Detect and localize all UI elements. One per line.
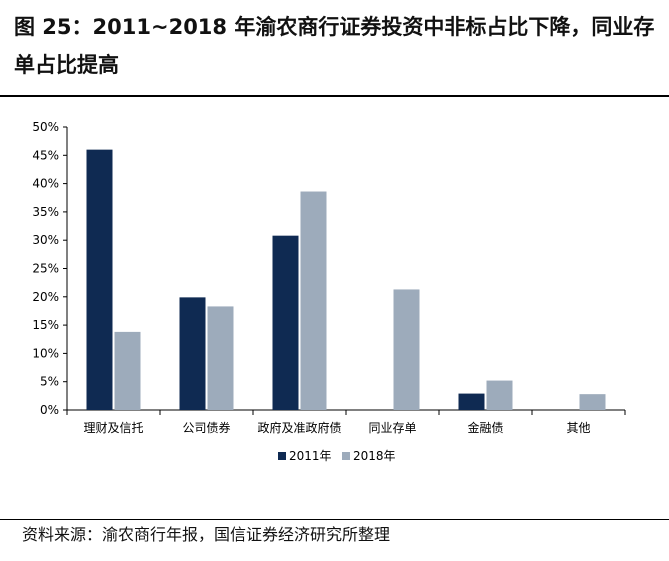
y-tick-label: 5% [40,375,59,389]
bar-series-2 [393,289,420,410]
bar-series-2 [579,394,606,410]
title-divider [0,95,669,97]
source-divider [0,519,669,520]
y-tick-label: 50% [32,120,59,134]
x-tick-label: 公司债券 [182,420,230,435]
x-tick-label: 理财及信托 [83,421,143,435]
bar-series-2 [114,331,141,410]
y-tick-label: 30% [32,233,59,247]
bar-series-2 [486,380,513,410]
figure-title: 图 25：2011~2018 年渝农商行证券投资中非标占比下降，同业存单占比提高 [14,15,655,77]
legend-swatch [278,452,286,460]
source-note: 资料来源：渝农商行年报，国信证券经济研究所整理 [22,525,391,544]
y-tick-label: 40% [32,177,59,191]
chart-axes: 0% 5% 10% 15% 20% 25% 30% 35% 40% 45% 50% [32,120,626,417]
y-tick-label: 20% [32,290,59,304]
x-tick-label: 其他 [566,421,590,435]
bar-series-1 [272,235,299,410]
y-tick-label: 10% [32,346,59,360]
bar-series-1 [86,149,113,410]
y-tick-label: 0% [40,403,59,417]
chart-bars [86,149,606,410]
x-tick-label: 政府及准政府债 [257,420,341,435]
y-tick-label: 35% [32,205,59,219]
x-axis-labels: 理财及信托 公司债券 政府及准政府债 同业存单 金融债 其他 [83,420,590,435]
bar-series-2 [207,306,234,410]
y-tick-label: 25% [32,262,59,276]
y-tick-label: 15% [32,318,59,332]
bar-series-1 [458,393,485,410]
legend-label: 2018年 [353,449,396,463]
y-tick-label: 45% [32,148,59,162]
x-tick-label: 金融债 [467,420,503,435]
legend-label: 2011年 [289,449,332,463]
bar-series-1 [179,297,206,410]
x-tick-label: 同业存单 [368,421,416,435]
chart-legend: 2011年 2018年 [278,449,396,463]
bar-series-2 [300,191,327,410]
legend-swatch [342,452,350,460]
